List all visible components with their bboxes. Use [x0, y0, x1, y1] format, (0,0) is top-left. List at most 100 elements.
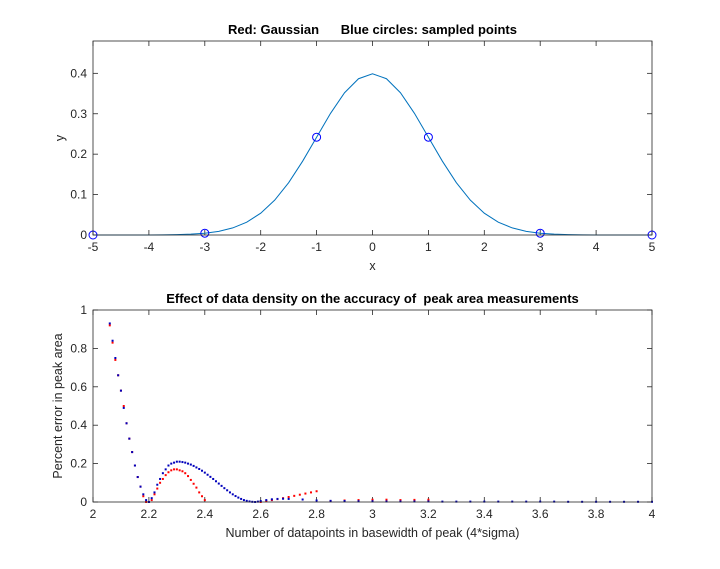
x-tick-label: 0	[369, 240, 376, 254]
red-data-point	[181, 470, 184, 473]
red-data-point	[287, 496, 290, 499]
blue-data-point	[329, 499, 332, 502]
blue-data-point	[173, 461, 176, 464]
blue-data-point	[217, 482, 220, 485]
y-tick-label: 1	[80, 303, 87, 317]
blue-data-point	[164, 468, 167, 471]
error-ticks: 2 2.2 2.4 2.6 2.8 3 3.2 3.4 3.6 3.8 4 0 0.2 0.4 0.6 0.8…	[70, 303, 655, 521]
sampled-point-marker	[312, 132, 322, 142]
blue-data-point	[371, 500, 374, 503]
blue-data-point	[198, 467, 201, 470]
blue-data-point	[192, 464, 195, 467]
gaussian-axes-background	[93, 41, 652, 235]
blue-data-point	[167, 464, 170, 467]
red-data-point	[150, 499, 153, 502]
x-tick-label: 2.2	[141, 507, 158, 521]
red-data-point	[164, 474, 167, 477]
blue-data-point	[117, 374, 120, 377]
blue-data-point	[214, 480, 217, 483]
blue-data-point	[276, 497, 279, 500]
red-data-point	[111, 341, 114, 344]
blue-data-point	[206, 473, 209, 476]
x-tick-label: -5	[88, 240, 99, 254]
blue-data-point	[240, 497, 243, 500]
blue-data-point	[201, 469, 204, 472]
blue-data-point	[133, 464, 136, 467]
blue-data-point	[228, 491, 231, 494]
blue-data-point	[242, 499, 245, 502]
red-data-point	[167, 471, 170, 474]
x-tick-label: 4	[649, 507, 656, 521]
gaussian-curve-line	[93, 73, 652, 236]
blue-data-point	[301, 498, 304, 501]
blue-data-point	[128, 437, 131, 440]
x-tick-label: 5	[649, 240, 656, 254]
x-tick-label: 2.6	[252, 507, 269, 521]
blue-data-point	[159, 477, 162, 480]
blue-data-point	[156, 483, 159, 486]
y-tick-label: 0.2	[70, 457, 87, 471]
blue-data-point	[187, 462, 190, 465]
blue-data-point	[234, 495, 237, 498]
y-tick-label: 0.3	[70, 107, 87, 121]
gaussian-ticks: -5 -4 -3 -2 -1 0 1 2 3 4 5 0 0.1 0.2 0.3 0.4	[70, 41, 656, 254]
red-data-point	[156, 487, 159, 490]
blue-data-point	[189, 463, 192, 466]
blue-data-point	[270, 498, 273, 501]
blue-data-point	[212, 477, 215, 480]
red-data-point	[195, 486, 198, 489]
x-tick-label: 4	[593, 240, 600, 254]
red-data-point	[357, 499, 360, 502]
blue-data-point	[287, 497, 290, 500]
blue-data-point	[139, 485, 142, 488]
y-tick-label: 0.6	[70, 380, 87, 394]
error-plot-marks	[108, 322, 653, 503]
red-data-point	[192, 482, 195, 485]
gaussian-chart-title: Red: Gaussian Blue circles: sampled poin…	[228, 22, 517, 37]
red-data-point	[298, 493, 301, 496]
x-tick-label: 2.4	[196, 507, 213, 521]
blue-data-point	[282, 497, 285, 500]
sampled-point-marker	[200, 228, 210, 238]
blue-data-point	[226, 489, 229, 492]
blue-data-point	[181, 461, 184, 464]
red-data-point	[427, 498, 430, 501]
blue-data-point	[265, 499, 268, 502]
error-y-axis-label: Percent error in peak area	[51, 333, 65, 478]
red-data-point	[161, 477, 164, 480]
x-tick-label: 3.2	[420, 507, 437, 521]
blue-data-point	[248, 500, 251, 503]
red-data-point	[201, 495, 204, 498]
blue-data-point	[203, 471, 206, 474]
red-data-point	[170, 469, 173, 472]
blue-data-point	[315, 499, 318, 502]
sampled-point-marker	[423, 132, 433, 142]
y-tick-label: 0.4	[70, 418, 87, 432]
blue-data-point	[413, 500, 416, 503]
x-tick-label: 3.4	[476, 507, 493, 521]
x-tick-label: 3.6	[532, 507, 549, 521]
red-data-point	[175, 468, 178, 471]
blue-data-point	[231, 493, 234, 496]
blue-data-point	[343, 500, 346, 503]
red-data-point	[399, 499, 402, 502]
error-chart-title: Effect of data density on the accuracy o…	[166, 291, 579, 306]
red-data-point	[315, 490, 318, 493]
gaussian-x-axis-label: x	[369, 259, 376, 273]
red-data-point	[184, 472, 187, 475]
x-tick-label: 3	[537, 240, 544, 254]
blue-data-point	[209, 475, 212, 478]
y-tick-label: 0.1	[70, 188, 87, 202]
blue-data-point	[119, 389, 122, 392]
blue-data-point	[114, 357, 117, 359]
red-data-point	[153, 493, 156, 496]
blue-data-point	[161, 472, 164, 475]
red-data-point	[159, 481, 162, 484]
red-data-point	[114, 358, 117, 361]
peak-area-error-chart: Effect of data density on the accuracy o…	[51, 291, 656, 540]
y-tick-label: 0.2	[70, 147, 87, 161]
red-data-point	[173, 468, 176, 471]
red-data-point	[371, 498, 374, 501]
blue-data-point	[385, 500, 388, 503]
